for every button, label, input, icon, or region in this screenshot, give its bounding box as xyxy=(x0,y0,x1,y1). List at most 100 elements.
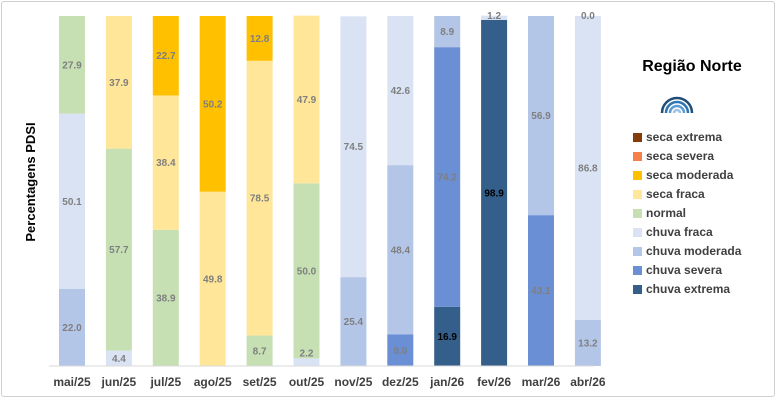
bar-segment-mai-25-chuva-fraca xyxy=(59,113,85,290)
legend-item-chuva-severa: chuva severa xyxy=(633,263,722,277)
legend-swatch xyxy=(633,209,642,218)
legend-swatch xyxy=(633,190,642,199)
x-tick-label: ago/25 xyxy=(194,375,232,389)
data-label: 9.0 xyxy=(393,346,407,357)
legend-label: chuva severa xyxy=(646,263,722,277)
bar-segment-jul-25-normal xyxy=(152,229,179,366)
bar-segment-out-25-normal xyxy=(293,183,320,359)
legend-label: seca severa xyxy=(646,149,714,163)
data-label: 47.9 xyxy=(297,95,317,106)
bar-segment-jan-26-chuva-moderada xyxy=(434,16,461,48)
data-label: 57.7 xyxy=(109,245,129,256)
legend-item-chuva-fraca: chuva fraca xyxy=(633,225,713,239)
chart-svg: 22.0 50.1 27.9 4.4 57.7 37.9 38.9 38.4 22.7 49.8 5… xyxy=(23,11,742,389)
bar-segment-ago-25-seca-fraca xyxy=(199,191,226,366)
y-axis-label: Percentagens PDSI xyxy=(23,122,38,241)
bar-segment-dez-25-chuva-fraca xyxy=(387,16,414,166)
legend-item-normal: normal xyxy=(633,206,686,220)
legend-swatch xyxy=(633,266,642,275)
data-label: 2.2 xyxy=(300,348,314,359)
data-label: 25.4 xyxy=(344,317,364,328)
bar-segment-jan-26-chuva-severa xyxy=(434,47,461,307)
bar-segment-jul-25-seca-moderada xyxy=(152,16,179,96)
data-label: 42.6 xyxy=(391,86,411,97)
data-label: 38.4 xyxy=(156,158,176,169)
bar-segment-abr-26-chuva-fraca xyxy=(574,16,601,320)
data-label: 12.8 xyxy=(250,34,270,45)
bar-segment-dez-25-chuva-severa xyxy=(387,334,414,366)
x-tick-label: dez/25 xyxy=(382,375,419,389)
legend-item-seca-severa: seca severa xyxy=(633,149,714,163)
bar-segment-nov-25-chuva-fraca xyxy=(340,16,367,278)
legend-label: seca moderada xyxy=(646,168,734,182)
x-tick-label: set/25 xyxy=(243,375,277,389)
legend-label: chuva extrema xyxy=(646,282,730,296)
bar-segment-jun-25-seca-fraca xyxy=(105,16,132,149)
bar-segment-mai-25-chuva-moderada xyxy=(59,289,85,366)
data-label: 1.2 xyxy=(487,11,501,22)
data-label: 74.2 xyxy=(437,173,457,184)
data-label: 27.9 xyxy=(62,60,82,71)
bar-segment-nov-25-chuva-moderada xyxy=(340,277,367,366)
data-label: 56.9 xyxy=(531,111,551,122)
bar-segment-mar-26-chuva-severa xyxy=(528,215,554,366)
bar-segment-dez-25-chuva-moderada xyxy=(387,165,414,335)
legend-label: seca fraca xyxy=(646,187,705,201)
bar-segment-fev-26-chuva-extrema xyxy=(481,19,508,366)
x-tick-labels: mai/25 jun/25 jul/25 ago/25 set/25 out/25 nov/… xyxy=(53,375,606,389)
x-tick-label: fev/26 xyxy=(477,375,511,389)
legend-item-seca-moderada: seca moderada xyxy=(633,168,734,182)
data-label: 13.2 xyxy=(578,338,598,349)
chart-title: Região Norte xyxy=(642,58,742,75)
legend-item-chuva-extrema: chuva extrema xyxy=(633,282,730,296)
data-label: 86.8 xyxy=(578,163,598,174)
bar-segment-mai-25-normal xyxy=(59,16,85,114)
bar-segment-abr-26-chuva-moderada xyxy=(574,319,601,366)
data-label: 49.8 xyxy=(203,274,223,285)
legend-swatch xyxy=(633,152,642,161)
data-label: 98.9 xyxy=(484,188,504,199)
data-label: 8.9 xyxy=(440,27,454,38)
data-label: 48.4 xyxy=(391,245,411,256)
legend-swatch xyxy=(633,133,642,142)
data-label: 22.7 xyxy=(156,51,176,62)
bar-segment-set-25-seca-moderada xyxy=(246,16,273,61)
bar-segment-mar-26-chuva-moderada xyxy=(528,16,554,216)
data-label: 50.0 xyxy=(297,266,317,277)
legend-item-chuva-moderada: chuva moderada xyxy=(633,244,742,258)
data-label: 16.9 xyxy=(437,332,457,343)
x-tick-label: nov/25 xyxy=(334,375,372,389)
legend-label: chuva fraca xyxy=(646,225,713,239)
data-label: 43.1 xyxy=(531,286,551,297)
data-label: 22.0 xyxy=(62,323,82,334)
bar-segment-jan-26-chuva-extrema xyxy=(434,306,461,366)
x-tick-label: jul/25 xyxy=(149,375,181,389)
x-tick-label: mar/26 xyxy=(522,375,561,389)
legend-label: seca extrema xyxy=(646,130,722,144)
legend-swatch xyxy=(633,285,642,294)
bars-group xyxy=(59,15,601,366)
legend: seca extrema seca severa seca moderada seca… xyxy=(633,130,742,296)
bar-segment-set-25-normal xyxy=(246,335,273,366)
rainbow-logo-icon xyxy=(660,96,694,114)
data-label: 0.0 xyxy=(581,11,595,22)
x-tick-label: out/25 xyxy=(289,375,325,389)
x-tick-label: jan/26 xyxy=(429,375,464,389)
data-label: 74.5 xyxy=(344,142,364,153)
x-tick-label: abr/26 xyxy=(570,375,606,389)
data-label: 50.2 xyxy=(203,99,223,110)
legend-label: chuva moderada xyxy=(646,244,742,258)
x-tick-label: mai/25 xyxy=(53,375,91,389)
bar-segment-ago-25-seca-moderada xyxy=(199,16,226,192)
x-tick-label: jun/25 xyxy=(101,375,137,389)
data-label: 8.7 xyxy=(253,346,267,357)
bar-segment-jul-25-seca-fraca xyxy=(152,95,179,230)
legend-swatch xyxy=(633,171,642,180)
data-label: 4.4 xyxy=(112,354,126,365)
data-label: 78.5 xyxy=(250,194,270,205)
legend-label: normal xyxy=(646,206,686,220)
bar-segment-jun-25-normal xyxy=(105,148,132,351)
bar-segment-set-25-seca-fraca xyxy=(246,60,273,336)
data-label: 50.1 xyxy=(62,197,82,208)
bar-segment-out-25-seca-fraca xyxy=(293,15,320,184)
